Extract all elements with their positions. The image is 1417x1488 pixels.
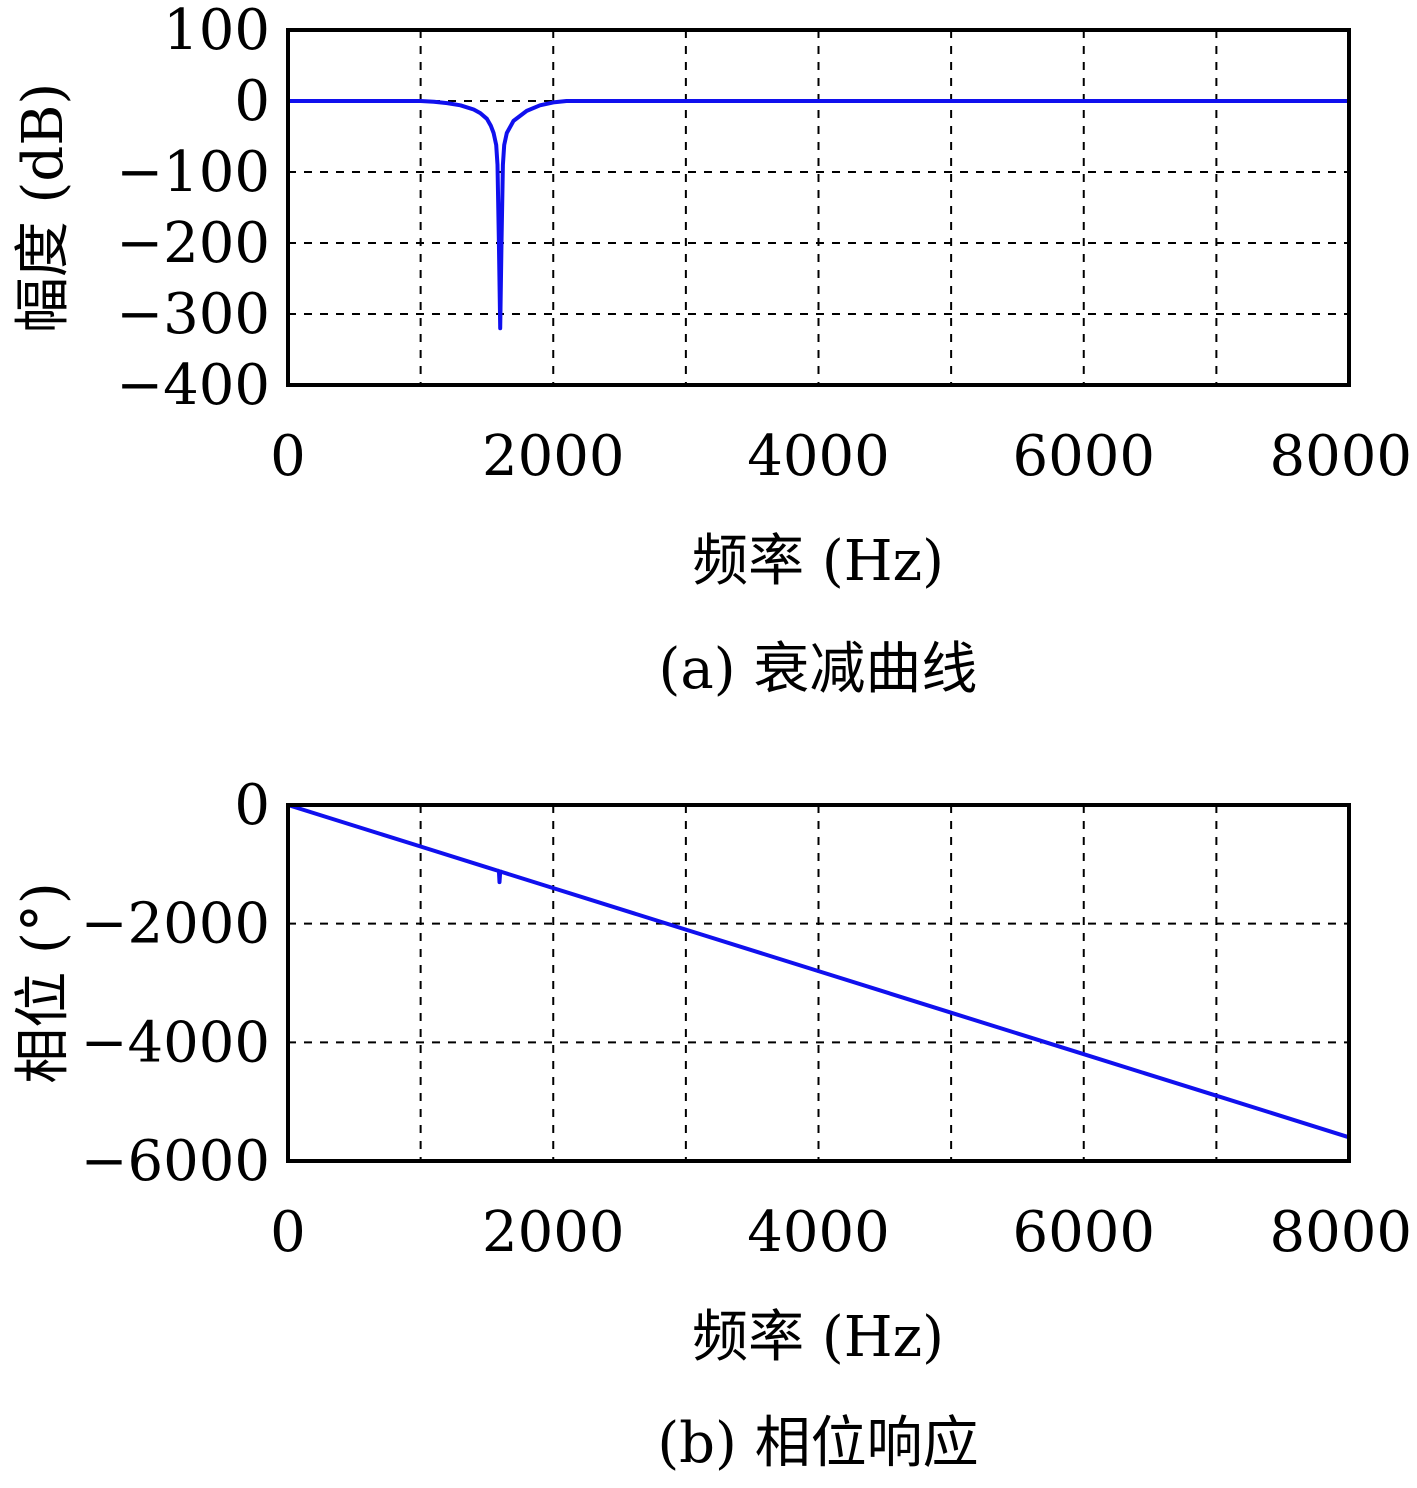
attenuation-curve	[288, 99, 1349, 331]
phase-y-tick-labels: 0 −2000 −4000 −6000	[81, 773, 270, 1194]
phase-plot-frame	[286, 803, 1351, 1163]
attenuation-y-tick-label: 100	[163, 0, 270, 63]
phase-y-tick-label: −6000	[81, 1129, 270, 1194]
attenuation-x-tick-label: 6000	[1012, 424, 1155, 489]
attenuation-y-tick-label: 0	[234, 69, 270, 134]
phase-y-tick-label: 0	[234, 773, 270, 838]
attenuation-plot-frame	[286, 28, 1351, 387]
attenuation-caption: (a) 衰减曲线	[659, 637, 978, 702]
attenuation-y-tick-label: −200	[116, 211, 270, 276]
phase-y-tick-label: −4000	[81, 1010, 270, 1075]
attenuation-y-tick-label: −300	[116, 282, 270, 347]
attenuation-y-tick-label: −100	[116, 140, 270, 205]
attenuation-x-tick-label: 2000	[482, 424, 625, 489]
phase-chart: 0 −2000 −4000 −6000 0 2000 4000 6000 8000 频率 (H…	[11, 773, 1412, 1476]
attenuation-gridlines	[288, 30, 1349, 385]
attenuation-x-tick-label: 0	[270, 424, 306, 489]
attenuation-x-tick-label: 4000	[747, 424, 890, 489]
phase-gridlines	[288, 805, 1349, 1161]
phase-x-tick-label: 4000	[747, 1200, 890, 1265]
phase-y-tick-label: −2000	[81, 892, 270, 957]
phase-x-tick-labels: 0 2000 4000 6000 8000	[270, 1200, 1412, 1265]
phase-x-tick-label: 6000	[1012, 1200, 1155, 1265]
phase-x-axis-label: 频率 (Hz)	[692, 1305, 944, 1370]
phase-y-axis-label: 相位 (°)	[11, 882, 76, 1084]
phase-x-tick-label: 2000	[482, 1200, 625, 1265]
phase-curve	[287, 803, 1350, 1140]
phase-x-tick-label: 0	[270, 1200, 306, 1265]
attenuation-y-tick-label: −400	[116, 353, 270, 418]
attenuation-x-tick-labels: 0 2000 4000 6000 8000	[270, 424, 1412, 489]
phase-caption: (b) 相位响应	[657, 1411, 978, 1476]
attenuation-y-axis-label: 幅度 (dB)	[11, 83, 76, 334]
attenuation-x-tick-label: 8000	[1269, 424, 1412, 489]
attenuation-x-axis-label: 频率 (Hz)	[692, 529, 944, 594]
phase-x-tick-label: 8000	[1269, 1200, 1412, 1265]
